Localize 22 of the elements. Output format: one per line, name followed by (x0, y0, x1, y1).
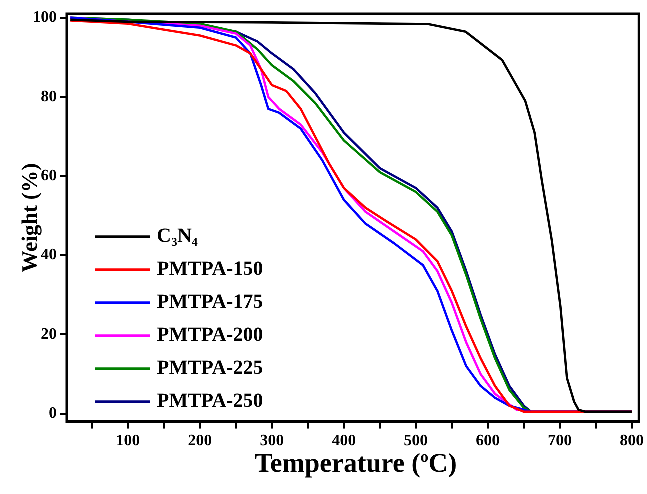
x-axis-title: Temperature ($^{o}$C) (254, 448, 458, 479)
legend-label: PMTPA-225 (157, 356, 264, 379)
legend-label: PMTPA-150 (157, 258, 264, 280)
legend-label: PMTPA-175 (157, 290, 264, 313)
x-tick-label: 800 (620, 432, 644, 450)
x-tick-label: 500 (404, 432, 428, 450)
x-tick-label: 100 (116, 432, 140, 450)
x-tick-label: 300 (260, 432, 284, 450)
y-tick-label: 80 (41, 88, 57, 106)
legend-label: PMTPA-250 (157, 390, 264, 412)
x-tick-label: 700 (548, 432, 572, 450)
y-axis-title: Weight (%) (17, 162, 42, 275)
y-tick-label: 40 (41, 246, 57, 264)
x-tick-label: 400 (332, 432, 356, 450)
y-tick-label: 0 (49, 405, 57, 422)
y-tick-label: 20 (41, 326, 57, 343)
y-tick-label: 60 (41, 167, 57, 184)
legend-label: C₃N₄ (157, 224, 198, 247)
x-tick-label: 600 (476, 432, 500, 450)
legend-label: PMTPA-200 (157, 324, 264, 346)
x-tick-label: 200 (188, 432, 212, 450)
y-tick-label: 100 (33, 9, 57, 26)
